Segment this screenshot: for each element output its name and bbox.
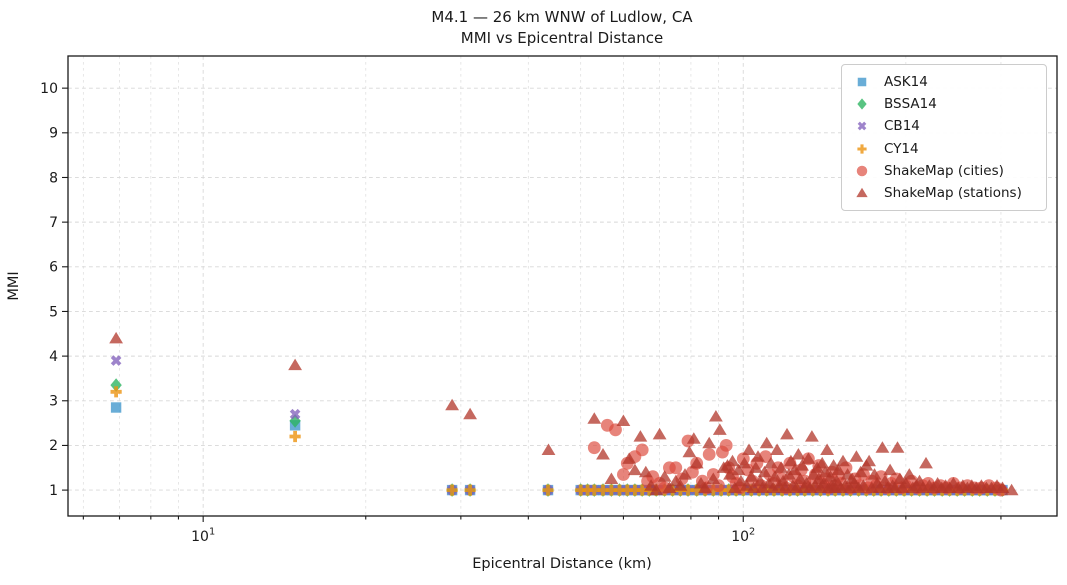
svg-text:5: 5 <box>49 304 58 320</box>
plot-spines <box>67 55 1058 517</box>
legend-item-cy14: CY14 <box>852 141 1036 157</box>
svg-text:6: 6 <box>49 260 58 276</box>
svg-text:8: 8 <box>49 170 58 186</box>
legend-item-ask14: ASK14 <box>852 74 1036 90</box>
svg-text:9: 9 <box>49 126 58 142</box>
svg-text:1: 1 <box>49 483 58 499</box>
legend-item-shakemap-cities: ShakeMap (cities) <box>852 163 1036 179</box>
gridlines-x-minor <box>82 56 1002 516</box>
legend-label: ASK14 <box>884 74 928 90</box>
legend-marker-square-icon <box>857 77 867 87</box>
legend-marker-x-icon <box>857 122 867 131</box>
legend-item-shakemap-stations: ShakeMap (stations) <box>852 185 1036 201</box>
chart-title-line1: M4.1 — 26 km WNW of Ludlow, CA <box>431 8 693 26</box>
legend-marker-circle-icon <box>856 165 868 176</box>
series-shakemap-stations <box>109 331 1019 496</box>
axis-ticks <box>62 87 1002 522</box>
svg-text:4: 4 <box>49 349 58 365</box>
svg-text:3: 3 <box>49 394 58 410</box>
y-tick-labels: 1 2 3 4 5 6 7 8 9 10 <box>40 81 58 499</box>
x-axis-label: Epicentral Distance (km) <box>472 556 652 572</box>
legend-label: ShakeMap (cities) <box>884 162 1004 179</box>
chart-title-line2: MMI vs Epicentral Distance <box>460 29 664 47</box>
legend-item-bssa14: BSSA14 <box>852 96 1036 112</box>
svg-text:10: 10 <box>40 81 58 97</box>
legend-item-cb14: CB14 <box>852 118 1036 134</box>
svg-text:7: 7 <box>49 215 58 231</box>
gridlines-x-major <box>202 56 744 516</box>
legend-marker-diamond-icon <box>857 98 867 110</box>
y-axis-label: MMI <box>6 271 22 301</box>
legend: ASK14 BSSA14 CB14 CY14 ShakeMap (cities) Shak… <box>841 64 1047 211</box>
legend-label: CB14 <box>884 118 920 135</box>
legend-marker-plus-icon <box>857 143 867 154</box>
legend-marker-triangle-icon <box>856 187 868 198</box>
legend-label: BSSA14 <box>884 96 937 113</box>
x-tick-labels: 101 102 <box>191 527 755 546</box>
legend-label: ShakeMap (stations) <box>884 184 1022 201</box>
legend-label: CY14 <box>884 140 919 157</box>
svg-text:102: 102 <box>731 527 755 546</box>
svg-text:101: 101 <box>191 527 215 546</box>
svg-text:2: 2 <box>49 438 58 454</box>
chart-title: M4.1 — 26 km WNW of Ludlow, CA MMI vs Ep… <box>431 7 692 49</box>
